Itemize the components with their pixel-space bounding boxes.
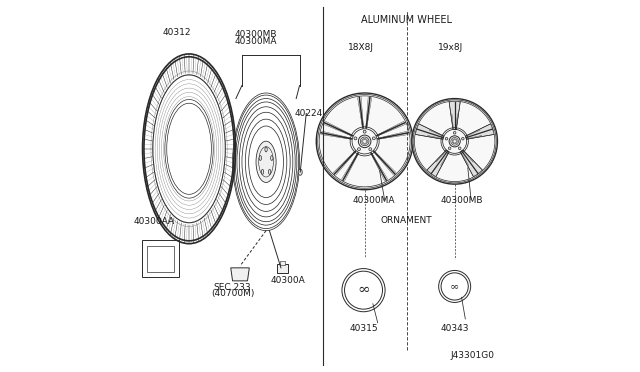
Ellipse shape [271,155,273,160]
Polygon shape [449,102,460,129]
Text: 19x8J: 19x8J [438,43,463,52]
Ellipse shape [268,169,271,174]
Text: 18X8J: 18X8J [348,43,374,52]
Polygon shape [460,150,483,176]
Text: 40315: 40315 [349,324,378,333]
Circle shape [449,147,451,150]
Circle shape [369,148,372,151]
Text: 40312: 40312 [163,28,191,37]
Bar [147,246,174,272]
Text: (40700M): (40700M) [211,289,254,298]
Text: ALUMINUM WHEEL: ALUMINUM WHEEL [361,15,452,25]
Circle shape [445,137,448,140]
Text: 40300MA: 40300MA [234,37,277,46]
Ellipse shape [265,147,268,152]
Text: SEC.233: SEC.233 [214,283,252,292]
Ellipse shape [298,169,302,175]
Bar [277,264,287,273]
Circle shape [363,130,366,133]
Circle shape [358,135,371,148]
Polygon shape [377,121,408,139]
Polygon shape [427,150,449,176]
Text: 40224: 40224 [294,109,323,118]
Bar [280,261,285,265]
Circle shape [358,148,360,151]
Polygon shape [415,124,444,139]
Ellipse shape [261,169,264,174]
Text: 40300MA: 40300MA [353,196,395,205]
Bar [142,240,179,277]
Polygon shape [465,124,494,139]
Text: ∞: ∞ [357,283,370,297]
Text: 40343: 40343 [440,324,469,333]
Circle shape [453,132,456,134]
Text: 40300MB: 40300MB [441,196,483,205]
Circle shape [449,136,460,147]
Circle shape [458,147,461,150]
Polygon shape [321,121,353,139]
Circle shape [412,99,497,184]
Ellipse shape [259,155,262,160]
Circle shape [461,137,464,140]
Polygon shape [371,151,396,180]
Text: 40300MB: 40300MB [234,31,277,39]
Text: 40300A: 40300A [271,276,306,285]
Text: J43301G0: J43301G0 [451,351,495,360]
Polygon shape [231,268,250,281]
Circle shape [316,93,413,190]
Polygon shape [333,151,358,180]
Text: 40300AA: 40300AA [133,217,174,226]
Ellipse shape [256,141,276,183]
Polygon shape [358,98,372,128]
Circle shape [372,137,375,140]
Text: ORNAMENT: ORNAMENT [381,216,433,225]
Text: ∞: ∞ [450,282,460,291]
Circle shape [354,137,357,140]
